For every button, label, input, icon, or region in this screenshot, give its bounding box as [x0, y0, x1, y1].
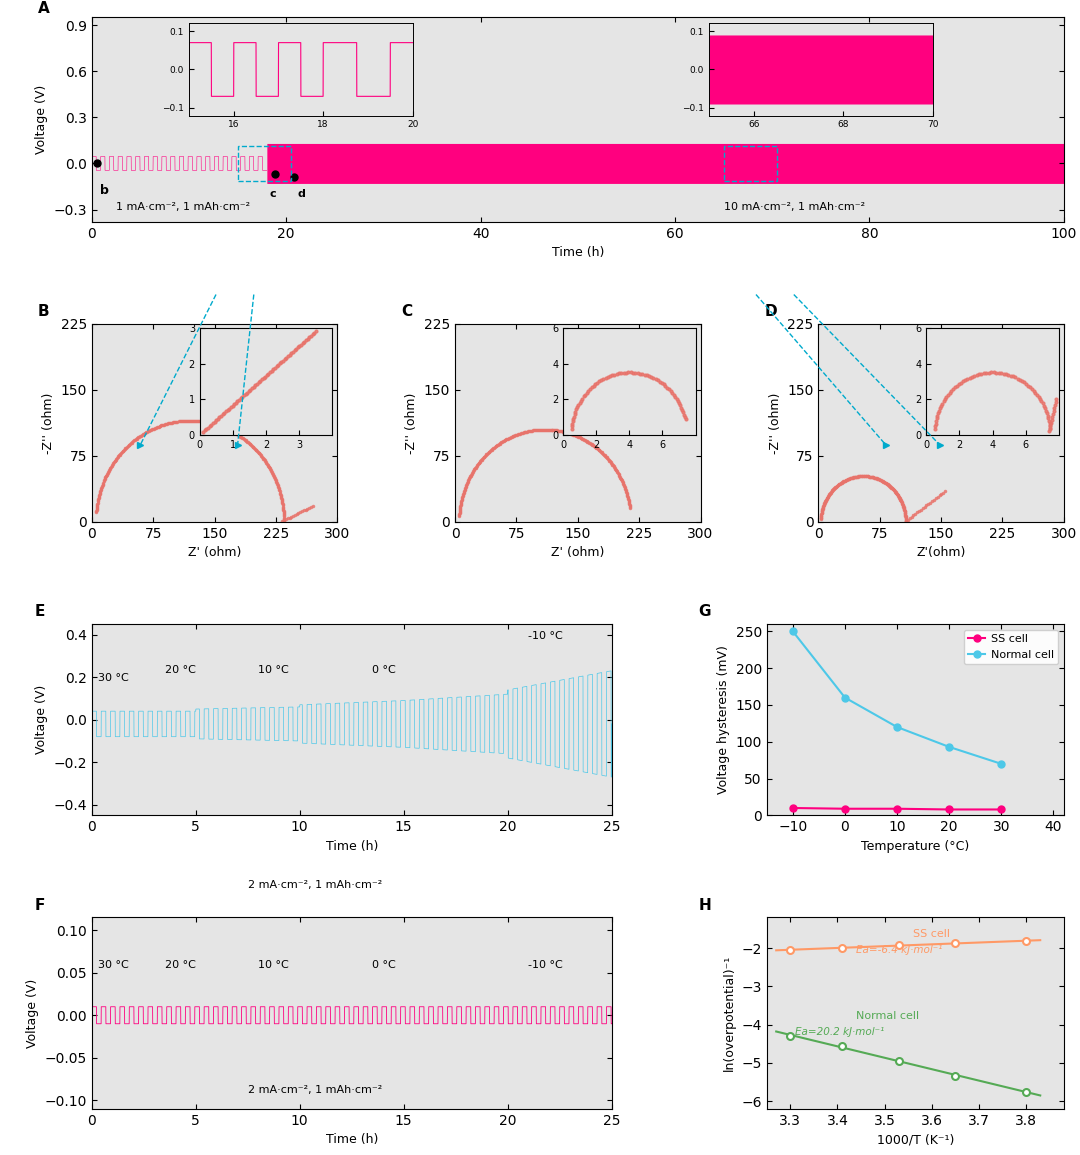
Y-axis label: -Z'' (ohm): -Z'' (ohm): [42, 393, 55, 454]
Text: A: A: [39, 1, 50, 16]
Text: F: F: [35, 897, 45, 912]
Bar: [724, 146, 778, 181]
SS cell: [786, 802, 799, 815]
X-axis label: 1000/T (K⁻¹): 1000/T (K⁻¹): [877, 1133, 954, 1146]
Text: Normal cell: Normal cell: [856, 1011, 919, 1021]
Text: 2 mA·cm⁻², 1 mAh·cm⁻²: 2 mA·cm⁻², 1 mAh·cm⁻²: [247, 880, 382, 891]
Text: b: b: [99, 184, 108, 198]
X-axis label: Time (h): Time (h): [325, 840, 378, 852]
Text: 20 °C: 20 °C: [164, 665, 195, 675]
X-axis label: Time (h): Time (h): [325, 1133, 378, 1146]
SS cell: [995, 803, 1008, 817]
Normal cell: [786, 625, 799, 639]
Text: D: D: [765, 304, 777, 319]
Text: 0 °C: 0 °C: [373, 665, 396, 675]
Text: 10 °C: 10 °C: [258, 665, 288, 675]
SS cell: [943, 803, 956, 817]
Text: 10 °C: 10 °C: [258, 961, 288, 970]
Text: -10 °C: -10 °C: [528, 631, 563, 641]
X-axis label: Z' (ohm): Z' (ohm): [551, 546, 605, 559]
Y-axis label: Voltage (V): Voltage (V): [26, 978, 39, 1048]
Text: d: d: [298, 189, 306, 200]
Line: Normal cell: Normal cell: [789, 628, 1004, 767]
Y-axis label: ln(overpotential)⁻¹: ln(overpotential)⁻¹: [723, 955, 735, 1071]
X-axis label: Z' (ohm): Z' (ohm): [188, 546, 241, 559]
Text: 2 mA·cm⁻², 1 mAh·cm⁻²: 2 mA·cm⁻², 1 mAh·cm⁻²: [247, 1086, 382, 1095]
Text: -10 °C: -10 °C: [528, 961, 563, 970]
X-axis label: Temperature (°C): Temperature (°C): [861, 840, 970, 852]
Text: 30 °C: 30 °C: [98, 961, 129, 970]
Text: C: C: [401, 304, 413, 319]
X-axis label: Z'(ohm): Z'(ohm): [917, 546, 966, 559]
Y-axis label: Voltage hysteresis (mV): Voltage hysteresis (mV): [717, 646, 730, 795]
Y-axis label: -Z'' (ohm): -Z'' (ohm): [769, 393, 782, 454]
Normal cell: [995, 757, 1008, 770]
Text: E: E: [35, 604, 45, 619]
Y-axis label: Voltage (V): Voltage (V): [35, 85, 48, 155]
Text: G: G: [699, 604, 711, 619]
Text: 20 °C: 20 °C: [164, 961, 195, 970]
SS cell: [838, 802, 851, 815]
Normal cell: [943, 740, 956, 754]
SS cell: [891, 802, 904, 815]
Text: 0 °C: 0 °C: [373, 961, 396, 970]
Text: 30 °C: 30 °C: [98, 673, 129, 684]
Text: H: H: [699, 897, 712, 912]
Text: Ea=20.2 kJ·mol⁻¹: Ea=20.2 kJ·mol⁻¹: [795, 1027, 885, 1037]
Legend: SS cell, Normal cell: SS cell, Normal cell: [964, 629, 1058, 664]
Text: SS cell: SS cell: [913, 930, 950, 939]
Y-axis label: Voltage (V): Voltage (V): [35, 685, 48, 754]
Text: 1 mA·cm⁻², 1 mAh·cm⁻²: 1 mA·cm⁻², 1 mAh·cm⁻²: [117, 202, 251, 213]
Text: 10 mA·cm⁻², 1 mAh·cm⁻²: 10 mA·cm⁻², 1 mAh·cm⁻²: [724, 202, 865, 213]
Normal cell: [891, 720, 904, 733]
Text: Ea=-6.4 kJ·mol⁻¹: Ea=-6.4 kJ·mol⁻¹: [856, 945, 943, 955]
Normal cell: [838, 691, 851, 705]
Bar: [238, 146, 292, 181]
Line: SS cell: SS cell: [789, 805, 1004, 813]
Text: c: c: [270, 189, 276, 200]
Text: B: B: [38, 304, 50, 319]
Y-axis label: -Z'' (ohm): -Z'' (ohm): [405, 393, 418, 454]
X-axis label: Time (h): Time (h): [552, 246, 604, 260]
